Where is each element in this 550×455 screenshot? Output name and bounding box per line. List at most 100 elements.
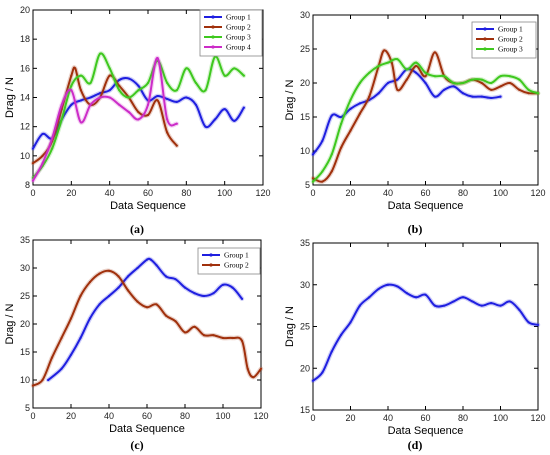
- data-point: [202, 294, 206, 298]
- data-point: [185, 96, 188, 99]
- data-point: [51, 147, 54, 150]
- data-point: [499, 85, 502, 88]
- data-point: [377, 287, 380, 291]
- data-point: [79, 89, 83, 92]
- y-tick-label: 16: [20, 63, 30, 73]
- data-point: [70, 89, 73, 92]
- data-point: [137, 89, 140, 92]
- data-point: [490, 96, 493, 100]
- data-point: [69, 317, 73, 320]
- data-point: [358, 112, 361, 115]
- x-tick-label: 20: [66, 411, 76, 421]
- legend-marker: [483, 47, 487, 51]
- x-axis-title: Data Sequence: [110, 200, 186, 212]
- y-tick-label: 20: [300, 78, 310, 88]
- legend-marker: [483, 37, 487, 41]
- y-tick-label: 8: [25, 180, 30, 190]
- data-point: [311, 177, 315, 180]
- x-tick-label: 20: [345, 413, 355, 423]
- data-point: [70, 103, 73, 106]
- y-axis-title: Drag / N: [4, 303, 16, 344]
- data-point: [340, 115, 343, 119]
- data-point: [240, 339, 244, 342]
- data-point: [330, 114, 333, 117]
- data-point: [386, 61, 390, 64]
- x-tick-label: 80: [458, 413, 468, 423]
- data-point: [490, 81, 493, 85]
- y-tick-label: 20: [20, 5, 30, 15]
- data-point: [193, 325, 196, 328]
- data-point: [508, 81, 511, 85]
- x-tick-label: 40: [383, 188, 393, 198]
- x-tick-label: 120: [255, 188, 270, 198]
- x-tick-label: 0: [30, 411, 35, 421]
- y-tick-label: 14: [20, 93, 30, 103]
- x-tick-label: 100: [215, 411, 230, 421]
- y-axis-title: Drag / N: [284, 79, 296, 120]
- data-point: [31, 384, 35, 387]
- data-point: [212, 334, 215, 337]
- data-point: [79, 294, 82, 298]
- y-tick-label: 20: [20, 319, 30, 329]
- data-point: [89, 103, 92, 106]
- data-point: [368, 71, 371, 74]
- data-point: [41, 378, 44, 382]
- data-point: [50, 356, 54, 359]
- data-point: [480, 95, 483, 98]
- data-point: [340, 333, 343, 336]
- data-point: [204, 125, 207, 128]
- y-tick-label: 30: [20, 263, 30, 273]
- data-point: [127, 77, 130, 80]
- y-tick-label: 35: [300, 238, 310, 248]
- data-point: [70, 84, 73, 87]
- y-tick-label: 25: [300, 322, 310, 332]
- data-point: [396, 58, 399, 61]
- data-point: [175, 89, 178, 92]
- y-tick-label: 25: [20, 291, 30, 301]
- legend-label: Group 3: [226, 33, 251, 42]
- data-point: [155, 303, 158, 306]
- data-point: [499, 304, 502, 307]
- data-point: [452, 81, 455, 85]
- data-point: [518, 308, 521, 311]
- data-point: [98, 52, 102, 55]
- data-point: [383, 49, 386, 52]
- x-tick-label: 40: [105, 188, 115, 198]
- y-tick-label: 10: [300, 146, 310, 156]
- data-point: [60, 336, 63, 340]
- data-point: [527, 92, 530, 95]
- chart-panel-d: 0 20 40 60 80 100 120 15 20 25 30 35 Data Sequence Dr…: [284, 238, 546, 452]
- data-point: [145, 258, 149, 261]
- x-tick-label: 60: [143, 188, 153, 198]
- data-point: [223, 108, 226, 111]
- x-axis-title: Data Sequence: [388, 425, 464, 437]
- data-point: [175, 122, 178, 125]
- data-point: [461, 92, 465, 95]
- data-point: [194, 81, 198, 85]
- data-point: [79, 74, 83, 77]
- data-point: [212, 292, 215, 295]
- data-point: [536, 92, 540, 95]
- data-point: [69, 353, 73, 356]
- data-point: [405, 68, 408, 71]
- data-point: [471, 300, 474, 303]
- panel-label: (b): [408, 222, 423, 236]
- y-tick-label: 15: [20, 347, 30, 357]
- data-point: [108, 89, 111, 92]
- data-point: [98, 92, 102, 95]
- data-point: [330, 170, 333, 173]
- y-tick-label: 25: [300, 44, 310, 54]
- data-point: [490, 88, 493, 91]
- data-point: [88, 317, 92, 320]
- data-point: [193, 292, 196, 295]
- data-point: [117, 286, 120, 289]
- data-point: [74, 67, 77, 70]
- data-point: [311, 153, 315, 156]
- x-tick-label: 0: [310, 188, 315, 198]
- y-tick-label: 30: [300, 10, 310, 20]
- series-halo: [310, 282, 541, 384]
- data-point: [396, 78, 399, 81]
- x-tick-label: 100: [493, 188, 508, 198]
- data-point: [118, 103, 121, 106]
- data-point: [433, 304, 436, 307]
